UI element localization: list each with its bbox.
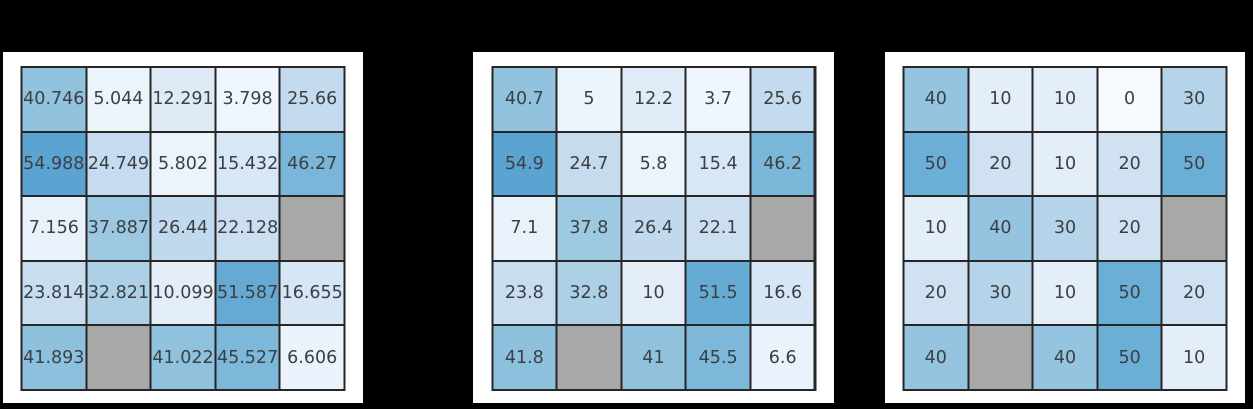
heatmap-cell: 15.432: [216, 132, 279, 196]
heatmap-cell: 30: [1033, 197, 1097, 260]
heatmap-cell: 20: [1098, 132, 1161, 196]
heatmap-cell: 10: [622, 261, 685, 325]
heatmap-cell: 6.6: [751, 326, 814, 389]
heatmap-missing-cell: [1162, 197, 1226, 260]
heatmap-cell: 41: [622, 326, 685, 389]
heatmap-cell: 40: [904, 326, 968, 389]
heatmap-cell: 41.893: [22, 326, 86, 389]
heatmap-cell: 6.606: [280, 326, 344, 389]
heatmap-missing-cell: [751, 197, 814, 260]
heatmap-cell: 26.4: [622, 197, 685, 260]
heatmap-cell: 7.156: [22, 197, 86, 260]
heatmap-cell: 41.8: [493, 326, 556, 389]
heatmap-panel-original: 40.746 5.044 12.291 3.798 25.66 54.988 24.749 5…: [3, 52, 363, 403]
heatmap-cell: 26.44: [151, 197, 215, 260]
heatmap-cell: 51.587: [216, 261, 279, 325]
heatmap-missing-cell: [557, 326, 621, 389]
heatmap-cell: 37.887: [87, 197, 150, 260]
heatmap-cell: 32.8: [557, 261, 621, 325]
heatmap-cell: 15.4: [686, 132, 750, 196]
heatmap-cell: 30: [969, 261, 1032, 325]
heatmap-missing-cell: [280, 197, 344, 260]
heatmap-cell: 20: [1098, 197, 1161, 260]
heatmap-cell: 50: [904, 132, 968, 196]
heatmap-cell: 40.746: [22, 68, 86, 131]
heatmap-cell: 50: [1098, 261, 1161, 325]
heatmap-cell: 20: [969, 132, 1032, 196]
heatmap-missing-cell: [969, 326, 1032, 389]
heatmap-cell: 40: [969, 197, 1032, 260]
heatmap-cell: 40: [904, 68, 968, 131]
heatmap-cell: 50: [1098, 326, 1161, 389]
heatmap-cell: 10: [1033, 68, 1097, 131]
heatmap-cell: 23.8: [493, 261, 556, 325]
heatmap-cell: 22.128: [216, 197, 279, 260]
heatmap-cell: 3.798: [216, 68, 279, 131]
heatmap-grid: 40.7 5 12.2 3.7 25.6 54.9 24.7 5.8 15.4 46.2 7.1 37…: [491, 66, 816, 391]
heatmap-cell: 5.044: [87, 68, 150, 131]
heatmap-cell: 16.655: [280, 261, 344, 325]
heatmap-cell: 40: [1033, 326, 1097, 389]
heatmap-cell: 16.6: [751, 261, 814, 325]
heatmap-cell: 45.527: [216, 326, 279, 389]
heatmap-cell: 40.7: [493, 68, 556, 131]
heatmap-cell: 51.5: [686, 261, 750, 325]
heatmap-cell: 46.2: [751, 132, 814, 196]
heatmap-cell: 20: [904, 261, 968, 325]
heatmap-cell: 45.5: [686, 326, 750, 389]
heatmap-cell: 25.66: [280, 68, 344, 131]
heatmap-cell: 20: [1162, 261, 1226, 325]
heatmap-cell: 12.291: [151, 68, 215, 131]
heatmap-cell: 10: [904, 197, 968, 260]
heatmap-cell: 10: [1033, 132, 1097, 196]
heatmap-cell: 5.8: [622, 132, 685, 196]
heatmap-cell: 50: [1162, 132, 1226, 196]
heatmap-cell: 54.988: [22, 132, 86, 196]
heatmap-cell: 54.9: [493, 132, 556, 196]
heatmap-cell: 30: [1162, 68, 1226, 131]
heatmap-cell: 10.099: [151, 261, 215, 325]
heatmap-cell: 5: [557, 68, 621, 131]
heatmap-cell: 23.814: [22, 261, 86, 325]
heatmap-cell: 32.821: [87, 261, 150, 325]
heatmap-cell: 41.022: [151, 326, 215, 389]
heatmap-missing-cell: [87, 326, 150, 389]
heatmap-cell: 5.802: [151, 132, 215, 196]
heatmap-cell: 37.8: [557, 197, 621, 260]
heatmap-cell: 10: [969, 68, 1032, 131]
heatmap-cell: 3.7: [686, 68, 750, 131]
heatmap-panel-rounded-1dp: 40.7 5 12.2 3.7 25.6 54.9 24.7 5.8 15.4 46.2 7.1 37…: [473, 52, 834, 403]
heatmap-panel-rounded-tens: 40 10 10 0 30 50 20 10 20 50 10 40 30 20 20 30 10 50 20 40 4…: [885, 52, 1245, 403]
heatmap-grid: 40.746 5.044 12.291 3.798 25.66 54.988 24.749 5…: [20, 66, 346, 391]
heatmap-cell: 24.749: [87, 132, 150, 196]
heatmap-cell: 12.2: [622, 68, 685, 131]
heatmap-cell: 24.7: [557, 132, 621, 196]
heatmap-cell: 7.1: [493, 197, 556, 260]
heatmap-cell: 25.6: [751, 68, 814, 131]
heatmap-cell: 10: [1033, 261, 1097, 325]
heatmap-cell: 0: [1098, 68, 1161, 131]
heatmap-cell: 22.1: [686, 197, 750, 260]
heatmap-cell: 46.27: [280, 132, 344, 196]
heatmap-cell: 10: [1162, 326, 1226, 389]
heatmap-grid: 40 10 10 0 30 50 20 10 20 50 10 40 30 20 20 30 10 50 20 40 4…: [902, 66, 1228, 391]
